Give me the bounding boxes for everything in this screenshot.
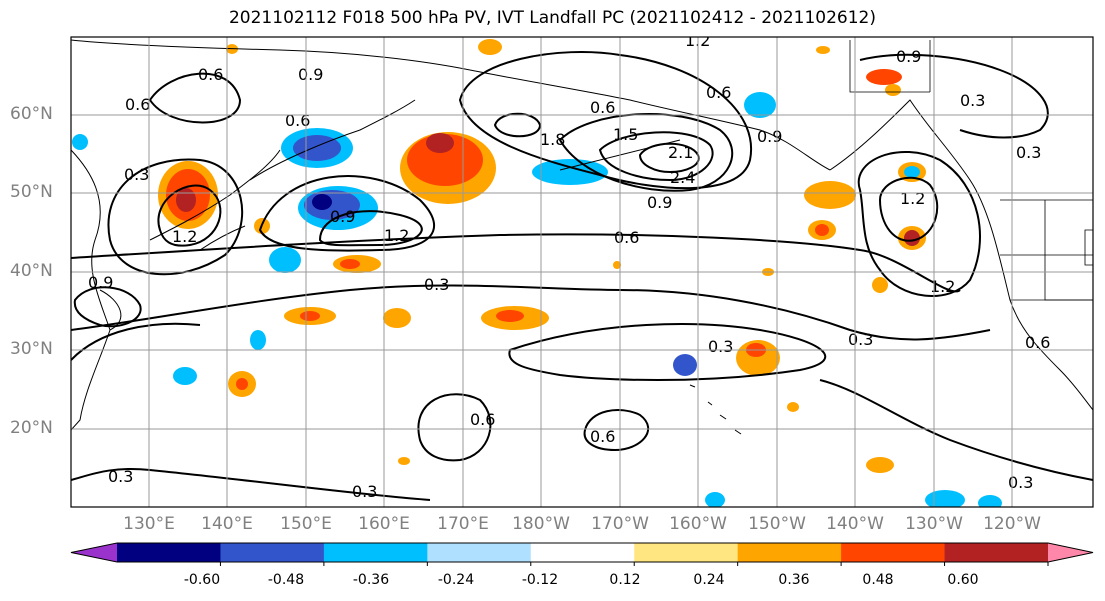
- colorbar-tick-label: -0.48: [267, 572, 305, 588]
- contour-label: 0.3: [124, 165, 149, 184]
- contour-label: 0.3: [848, 330, 873, 349]
- contour-label: 0.6: [590, 427, 615, 446]
- lon-label: 130°E: [123, 514, 175, 534]
- contour-label: 0.9: [330, 207, 355, 226]
- colorbar-segment: [634, 543, 739, 562]
- map-title: 2021102112 F018 500 hPa PV, IVT Landfall…: [228, 8, 876, 28]
- map-frame: [70, 36, 1094, 508]
- contour-label: 0.6: [285, 111, 310, 130]
- colorbar-tick-label: 0.48: [862, 572, 894, 588]
- contour-label: 0.6: [125, 95, 150, 114]
- colorbar-segment: [841, 543, 946, 562]
- contour-label: 1.8: [540, 130, 565, 149]
- lon-label: 130°W: [905, 514, 963, 534]
- map-area: 0.9 0.6 0.6 0.6 0.3 0.9 1.2 1.2 1.8 1.5 …: [71, 37, 1093, 507]
- colorbar-segment: [323, 543, 428, 562]
- contour-label: 0.3: [708, 337, 733, 356]
- contour-label: 1.2: [384, 226, 409, 245]
- colorbar-segment: [117, 543, 221, 562]
- lat-label: 50°N: [10, 182, 53, 202]
- colorbar-outline: [70, 542, 1094, 563]
- contour-label: 0.6: [706, 83, 731, 102]
- pv-anomaly-shading: [72, 39, 1002, 507]
- colorbar-tick-label: 0.36: [778, 572, 810, 588]
- lat-label: 40°N: [10, 261, 53, 281]
- contour-label: 0.3: [424, 275, 449, 294]
- contour-label: 0.6: [590, 98, 615, 117]
- lon-label: 120°W: [983, 514, 1041, 534]
- colorbar: [70, 542, 1094, 566]
- contour-label: 0.9: [896, 47, 921, 66]
- contour-label: 0.6: [470, 410, 495, 429]
- contour-label: 0.9: [647, 193, 672, 212]
- colorbar-segment: [427, 543, 532, 562]
- colorbar-segment: [220, 543, 325, 562]
- pv-contours: [71, 51, 1093, 501]
- gridlines: [71, 37, 1093, 507]
- contour-label: 1.5: [613, 125, 638, 144]
- lon-label: 170°E: [437, 514, 489, 534]
- coastlines: [71, 39, 1093, 435]
- contour-label: 1.2: [172, 227, 197, 246]
- contour-label: 0.3: [960, 91, 985, 110]
- political-borders: [849, 40, 1093, 301]
- colorbar-segment: [530, 543, 635, 562]
- lat-label: 60°N: [10, 104, 53, 124]
- lon-label: 160°E: [358, 514, 410, 534]
- contour-label: 0.6: [614, 228, 639, 247]
- contour-label: 0.3: [1008, 473, 1033, 492]
- lon-label: 150°E: [280, 514, 332, 534]
- colorbar-extend-low: [71, 543, 117, 562]
- contour-label: 1.2: [900, 189, 925, 208]
- contour-label: 0.9: [757, 127, 782, 146]
- lat-label: 20°N: [10, 418, 53, 438]
- colorbar-tick-label: -0.36: [352, 572, 390, 588]
- contour-label: 0.3: [352, 482, 377, 501]
- colorbar-tick-label: 0.60: [947, 572, 979, 588]
- contour-label: 2.4: [670, 168, 695, 187]
- colorbar-tick-label: 0.12: [609, 572, 641, 588]
- contour-label: 0.6: [1025, 333, 1050, 352]
- lat-label: 30°N: [10, 339, 53, 359]
- colorbar-tick-label: -0.12: [521, 572, 559, 588]
- colorbar-tick-label: -0.24: [437, 572, 475, 588]
- colorbar-tick-label: -0.60: [183, 572, 221, 588]
- lon-label: 180°W: [512, 514, 570, 534]
- lon-label: 140°E: [201, 514, 253, 534]
- lon-label: 160°W: [669, 514, 727, 534]
- contour-label: 0.6: [198, 65, 223, 84]
- contour-label: 2.1: [668, 143, 693, 162]
- contour-label: 0.3: [108, 467, 133, 486]
- contour-label: 1.2: [930, 277, 955, 296]
- contour-label: 0.9: [88, 273, 113, 292]
- contour-label: 0.3: [1016, 143, 1041, 162]
- lon-label: 150°W: [748, 514, 806, 534]
- contour-labels: 0.9 0.6 0.6 0.6 0.3 0.9 1.2 1.2 1.8 1.5 …: [88, 37, 1050, 501]
- colorbar-segment: [737, 543, 842, 562]
- colorbar-extend-high: [1048, 543, 1093, 562]
- lon-label: 140°W: [826, 514, 884, 534]
- colorbar-tick-label: 0.24: [693, 572, 725, 588]
- colorbar-segment: [944, 543, 1049, 562]
- contour-label: 0.9: [298, 65, 323, 84]
- lon-label: 170°W: [591, 514, 649, 534]
